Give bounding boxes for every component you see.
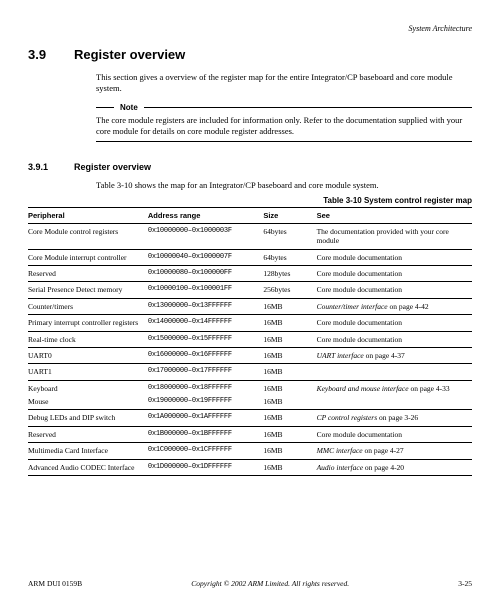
cell-see: Core module documentation — [317, 331, 472, 347]
cell-address: 0x18000000–0x18FFFFFF — [148, 380, 263, 394]
cell-address: 0x1D000000–0x1DFFFFFF — [148, 459, 263, 475]
footer-center: Copyright © 2002 ARM Limited. All rights… — [191, 579, 349, 588]
cell-size: 16MB — [263, 380, 316, 394]
table-row: UART10x17000000–0x17FFFFFF16MB — [28, 364, 472, 380]
cell-size: 16MB — [263, 459, 316, 475]
cell-peripheral: UART0 — [28, 347, 148, 363]
cell-address: 0x15000000–0x15FFFFFF — [148, 331, 263, 347]
table-header: See — [317, 207, 472, 223]
page-footer: ARM DUI 0159B Copyright © 2002 ARM Limit… — [28, 579, 472, 588]
cell-address: 0x1A000000–0x1AFFFFFF — [148, 410, 263, 426]
cell-address: 0x10000100–0x100001FF — [148, 282, 263, 298]
cell-size: 16MB — [263, 410, 316, 426]
cell-peripheral: UART1 — [28, 364, 148, 380]
cell-see: Core module documentation — [317, 282, 472, 298]
cell-peripheral: Mouse — [28, 394, 148, 410]
table-row: Core Module interrupt controller0x100000… — [28, 249, 472, 265]
cell-see: UART interface on page 4-37 — [317, 347, 472, 363]
cell-address: 0x1B000000–0x1BFFFFFF — [148, 426, 263, 442]
table-caption: Table 3-10 System control register map — [28, 196, 472, 205]
cell-size: 64bytes — [263, 249, 316, 265]
subsection-number: 3.9.1 — [28, 162, 74, 172]
table-header: Size — [263, 207, 316, 223]
cell-see: Core module documentation — [317, 249, 472, 265]
table-row: Reserved0x1B000000–0x1BFFFFFF16MBCore mo… — [28, 426, 472, 442]
cell-see: Audio interface on page 4-20 — [317, 459, 472, 475]
register-table: Peripheral Address range Size See Core M… — [28, 207, 472, 476]
table-header: Address range — [148, 207, 263, 223]
cell-peripheral: Keyboard — [28, 380, 148, 394]
section-number: 3.9 — [28, 47, 74, 62]
cell-see — [317, 364, 472, 380]
cell-see: Core module documentation — [317, 426, 472, 442]
table-row: Keyboard0x18000000–0x18FFFFFF16MBKeyboar… — [28, 380, 472, 394]
cell-see: Core module documentation — [317, 315, 472, 331]
subsection-intro: Table 3-10 shows the map for an Integrat… — [96, 180, 472, 190]
cell-see: MMC interface on page 4-27 — [317, 443, 472, 459]
cell-see: CP control registers on page 3-26 — [317, 410, 472, 426]
table-row: UART00x16000000–0x16FFFFFF16MBUART inter… — [28, 347, 472, 363]
chapter-header: System Architecture — [28, 24, 472, 33]
cell-peripheral: Counter/timers — [28, 298, 148, 314]
cell-address: 0x14000000–0x14FFFFFF — [148, 315, 263, 331]
cell-address: 0x16000000–0x16FFFFFF — [148, 347, 263, 363]
table-row: Core Module control registers0x10000000–… — [28, 223, 472, 249]
table-row: Real-time clock0x15000000–0x15FFFFFF16MB… — [28, 331, 472, 347]
table-header: Peripheral — [28, 207, 148, 223]
cell-size: 16MB — [263, 443, 316, 459]
section-title-text: Register overview — [74, 47, 185, 62]
cell-peripheral: Primary interrupt controller registers — [28, 315, 148, 331]
subsection-heading: 3.9.1Register overview — [28, 162, 472, 172]
cell-peripheral: Core Module control registers — [28, 223, 148, 249]
cell-peripheral: Serial Presence Detect memory — [28, 282, 148, 298]
cell-see: Core module documentation — [317, 266, 472, 282]
section-intro: This section gives a overview of the reg… — [96, 72, 472, 95]
table-row: Primary interrupt controller registers0x… — [28, 315, 472, 331]
table-row: Serial Presence Detect memory0x10000100–… — [28, 282, 472, 298]
cell-peripheral: Reserved — [28, 266, 148, 282]
note-block: Note The core module registers are inclu… — [96, 103, 472, 142]
cell-address: 0x13000000–0x13FFFFFF — [148, 298, 263, 314]
cell-address: 0x1C000000–0x1CFFFFFF — [148, 443, 263, 459]
cell-peripheral: Reserved — [28, 426, 148, 442]
cell-address: 0x17000000–0x17FFFFFF — [148, 364, 263, 380]
note-label: Note — [120, 103, 138, 112]
footer-right: 3-25 — [458, 579, 472, 588]
cell-peripheral: Real-time clock — [28, 331, 148, 347]
cell-size: 16MB — [263, 298, 316, 314]
cell-size: 256bytes — [263, 282, 316, 298]
cell-peripheral: Debug LEDs and DIP switch — [28, 410, 148, 426]
cell-see: Keyboard and mouse interface on page 4-3… — [317, 380, 472, 410]
cell-size: 16MB — [263, 364, 316, 380]
cell-size: 16MB — [263, 394, 316, 410]
cell-size: 16MB — [263, 315, 316, 331]
cell-size: 128bytes — [263, 266, 316, 282]
table-row: Counter/timers0x13000000–0x13FFFFFF16MBC… — [28, 298, 472, 314]
cell-size: 16MB — [263, 331, 316, 347]
cell-size: 16MB — [263, 426, 316, 442]
table-row: Reserved0x10000080–0x100000FF128bytesCor… — [28, 266, 472, 282]
cell-peripheral: Core Module interrupt controller — [28, 249, 148, 265]
cell-address: 0x10000000–0x1000003F — [148, 223, 263, 249]
note-text: The core module registers are included f… — [96, 115, 472, 138]
cell-size: 16MB — [263, 347, 316, 363]
cell-see: Counter/timer interface on page 4-42 — [317, 298, 472, 314]
table-row: Debug LEDs and DIP switch0x1A000000–0x1A… — [28, 410, 472, 426]
section-heading: 3.9Register overview — [28, 47, 472, 62]
cell-address: 0x10000040–0x1000007F — [148, 249, 263, 265]
cell-address: 0x10000080–0x100000FF — [148, 266, 263, 282]
footer-left: ARM DUI 0159B — [28, 579, 82, 588]
cell-see: The documentation provided with your cor… — [317, 223, 472, 249]
cell-peripheral: Advanced Audio CODEC Interface — [28, 459, 148, 475]
cell-size: 64bytes — [263, 223, 316, 249]
cell-peripheral: Multimedia Card Interface — [28, 443, 148, 459]
table-row: Advanced Audio CODEC Interface0x1D000000… — [28, 459, 472, 475]
table-row: Multimedia Card Interface0x1C000000–0x1C… — [28, 443, 472, 459]
cell-address: 0x19000000–0x19FFFFFF — [148, 394, 263, 410]
subsection-title-text: Register overview — [74, 162, 151, 172]
